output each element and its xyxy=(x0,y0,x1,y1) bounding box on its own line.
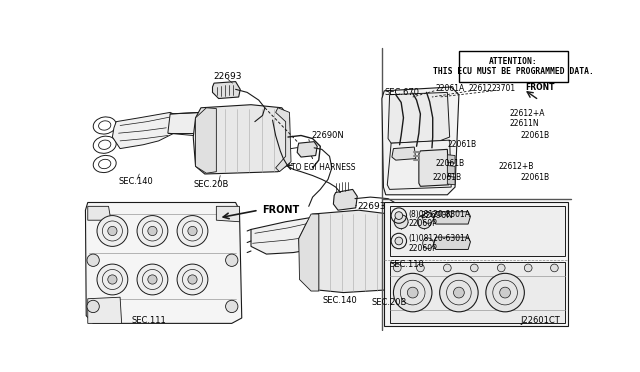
Text: SEC.670: SEC.670 xyxy=(384,88,419,97)
Circle shape xyxy=(407,287,418,298)
Text: SEC.140: SEC.140 xyxy=(118,177,154,186)
Polygon shape xyxy=(388,92,450,143)
Circle shape xyxy=(454,287,464,298)
Text: 22690N: 22690N xyxy=(420,211,453,220)
Polygon shape xyxy=(447,166,455,174)
Polygon shape xyxy=(276,108,291,172)
Text: 22061B: 22061B xyxy=(436,160,465,169)
Polygon shape xyxy=(390,212,405,289)
Circle shape xyxy=(97,264,128,295)
Polygon shape xyxy=(447,155,455,163)
Polygon shape xyxy=(387,140,451,189)
Circle shape xyxy=(422,238,433,249)
Polygon shape xyxy=(212,81,240,99)
Text: FRONT: FRONT xyxy=(262,205,300,215)
Circle shape xyxy=(108,226,117,235)
Polygon shape xyxy=(193,105,289,174)
Circle shape xyxy=(486,273,524,312)
Polygon shape xyxy=(88,297,122,323)
Circle shape xyxy=(417,215,431,229)
Circle shape xyxy=(148,275,157,284)
Polygon shape xyxy=(447,176,455,185)
Text: 22611N: 22611N xyxy=(509,119,540,128)
Circle shape xyxy=(87,254,99,266)
Circle shape xyxy=(87,300,99,312)
Text: FRONT: FRONT xyxy=(525,83,555,92)
Polygon shape xyxy=(433,212,470,224)
Circle shape xyxy=(108,275,117,284)
Circle shape xyxy=(417,264,424,272)
Polygon shape xyxy=(113,112,182,148)
Polygon shape xyxy=(390,262,565,323)
Polygon shape xyxy=(216,206,239,222)
Circle shape xyxy=(395,212,403,219)
Text: 22061B: 22061B xyxy=(520,173,550,182)
Text: 22612: 22612 xyxy=(468,84,492,93)
Text: 23701: 23701 xyxy=(492,84,515,93)
Polygon shape xyxy=(390,206,565,256)
Text: SEC.20B: SEC.20B xyxy=(193,180,228,189)
Polygon shape xyxy=(392,147,416,160)
Text: 22693: 22693 xyxy=(357,202,386,211)
Text: 22060P: 22060P xyxy=(409,219,438,228)
Text: SEC.20B: SEC.20B xyxy=(372,298,407,307)
Circle shape xyxy=(137,216,168,246)
Text: 22612+B: 22612+B xyxy=(499,162,534,171)
Circle shape xyxy=(137,264,168,295)
Circle shape xyxy=(444,264,451,272)
Text: (1)08120-6301A: (1)08120-6301A xyxy=(409,234,471,243)
Polygon shape xyxy=(333,189,357,210)
Circle shape xyxy=(497,264,505,272)
Polygon shape xyxy=(433,237,470,250)
Polygon shape xyxy=(399,220,420,239)
Circle shape xyxy=(177,216,208,246)
Polygon shape xyxy=(86,202,242,323)
Circle shape xyxy=(97,216,128,246)
Circle shape xyxy=(394,273,432,312)
Circle shape xyxy=(177,264,208,295)
Polygon shape xyxy=(168,112,216,135)
Circle shape xyxy=(395,237,403,245)
Circle shape xyxy=(394,215,408,229)
Circle shape xyxy=(188,226,197,235)
Circle shape xyxy=(440,273,478,312)
Circle shape xyxy=(422,212,433,223)
Circle shape xyxy=(225,254,238,266)
Text: TO EGI HARNESS: TO EGI HARNESS xyxy=(291,163,356,172)
Circle shape xyxy=(524,264,532,272)
Polygon shape xyxy=(251,218,320,254)
Text: SEC.111: SEC.111 xyxy=(132,316,167,325)
Text: 22061B: 22061B xyxy=(447,140,476,149)
Text: SEC.110: SEC.110 xyxy=(390,260,424,269)
Text: ATTENTION:
THIS ECU MUST BE PROGRAMMED DATA.: ATTENTION: THIS ECU MUST BE PROGRAMMED D… xyxy=(433,57,594,76)
Polygon shape xyxy=(88,206,111,220)
Text: (8)08120-8301A: (8)08120-8301A xyxy=(409,209,471,218)
Polygon shape xyxy=(297,142,317,157)
Polygon shape xyxy=(384,202,568,326)
Polygon shape xyxy=(419,150,449,186)
Polygon shape xyxy=(196,108,216,173)
Text: 22061A: 22061A xyxy=(436,84,465,93)
FancyBboxPatch shape xyxy=(459,51,568,81)
Text: 22060P: 22060P xyxy=(409,244,438,253)
Text: 22612+A: 22612+A xyxy=(509,109,545,118)
Circle shape xyxy=(550,264,558,272)
Text: 22061B: 22061B xyxy=(520,131,550,140)
Text: 22693: 22693 xyxy=(214,73,242,81)
Text: 22061B: 22061B xyxy=(433,173,462,182)
Text: 22690N: 22690N xyxy=(311,131,344,140)
Circle shape xyxy=(148,226,157,235)
Circle shape xyxy=(188,275,197,284)
Circle shape xyxy=(470,264,478,272)
Circle shape xyxy=(500,287,511,298)
Circle shape xyxy=(225,300,238,312)
Polygon shape xyxy=(382,87,459,195)
Text: J22601CT: J22601CT xyxy=(520,316,560,325)
Polygon shape xyxy=(299,214,319,291)
Text: SEC.140: SEC.140 xyxy=(322,296,357,305)
Circle shape xyxy=(394,264,401,272)
Polygon shape xyxy=(299,210,403,293)
